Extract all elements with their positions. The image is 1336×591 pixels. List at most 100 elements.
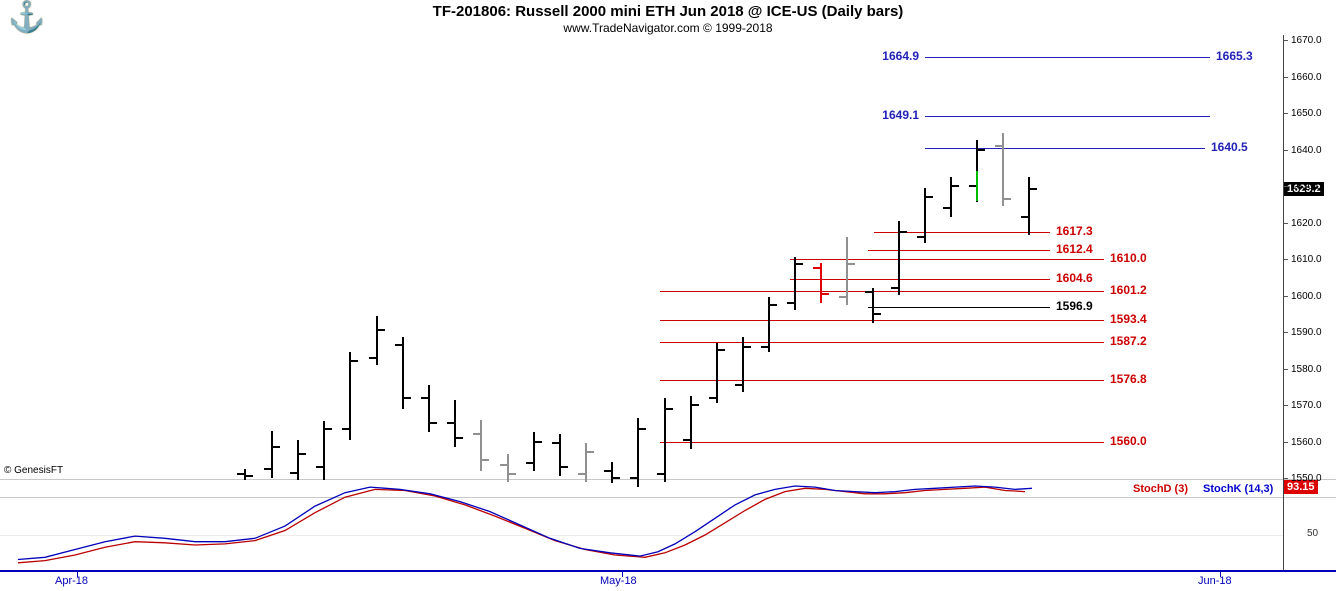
- price-bar: [454, 399, 456, 447]
- price-bar: [690, 395, 692, 449]
- close-tick: [873, 312, 881, 315]
- close-tick: [743, 345, 751, 348]
- price-bar: [1028, 176, 1030, 236]
- price-axis-border: [1283, 35, 1284, 571]
- level-label: 1593.4: [1110, 311, 1147, 326]
- level-line: [660, 441, 1104, 443]
- time-axis-line: [0, 570, 1336, 572]
- level-line: [868, 306, 1050, 308]
- close-tick: [795, 263, 803, 266]
- level-label: 1664.9: [882, 49, 919, 64]
- last-price-badge: 1629.2: [1284, 182, 1324, 196]
- price-axis-tick-label: 1600.0: [1291, 290, 1322, 302]
- close-tick: [377, 329, 385, 332]
- price-axis-tick: [1283, 113, 1288, 114]
- time-axis-label: Jun-18: [1198, 575, 1232, 587]
- close-tick: [1003, 197, 1011, 200]
- level-line: [790, 259, 1104, 260]
- price-bar: [376, 315, 378, 365]
- level-line: [790, 278, 1050, 280]
- close-tick: [612, 477, 620, 479]
- open-tick: [943, 206, 951, 209]
- price-bar: [533, 432, 535, 471]
- close-tick: [691, 404, 699, 406]
- copyright-watermark: © GenesisFT: [4, 465, 64, 476]
- level-label: 1612.4: [1056, 242, 1093, 257]
- open-tick: [839, 296, 847, 299]
- close-tick: [925, 195, 933, 198]
- close-tick: [324, 427, 332, 430]
- price-bar: [507, 454, 509, 482]
- stochk-label: StochK (14,3): [1203, 483, 1274, 495]
- price-axis-tick-label: 1620.0: [1291, 217, 1322, 229]
- close-tick: [977, 148, 985, 151]
- stoch-header-line: [0, 497, 1336, 498]
- price-axis-tick: [1283, 295, 1288, 297]
- open-tick: [473, 433, 481, 436]
- level-line: [868, 250, 1050, 252]
- open-tick: [500, 464, 508, 467]
- close-tick: [899, 230, 907, 233]
- level-line: [660, 319, 1104, 321]
- stochastic-region[interactable]: [0, 479, 1283, 570]
- close-tick: [951, 185, 959, 187]
- price-axis-tick-label: 1670.0: [1291, 35, 1322, 46]
- time-axis-label: May-18: [600, 575, 637, 587]
- price-axis-tick: [1283, 478, 1288, 479]
- open-tick: [395, 343, 403, 346]
- price-axis-tick-label: 1560.0: [1291, 436, 1322, 448]
- close-tick: [769, 303, 777, 306]
- genesisft-logo-icon: ⚓: [8, 1, 46, 34]
- close-tick: [717, 349, 725, 352]
- close-tick: [481, 458, 489, 461]
- price-bar: [271, 430, 273, 478]
- level-label: 1587.2: [1110, 334, 1147, 349]
- close-tick: [429, 422, 437, 425]
- price-axis-tick-label: 1550.0: [1291, 473, 1322, 484]
- level-label: 1596.9: [1056, 298, 1093, 313]
- open-tick: [604, 469, 612, 472]
- level-label: 1640.5: [1211, 139, 1248, 154]
- open-tick: [421, 396, 429, 399]
- level-label: 1617.3: [1056, 224, 1093, 239]
- open-tick: [657, 473, 665, 476]
- open-tick: [969, 185, 977, 187]
- level-line: [660, 291, 1104, 293]
- open-tick: [709, 396, 717, 399]
- time-axis-tick: [622, 572, 623, 577]
- price-axis-tick: [1283, 40, 1288, 41]
- price-bar: [716, 342, 718, 404]
- price-bar: [402, 337, 404, 409]
- close-tick: [821, 292, 829, 295]
- open-tick: [526, 462, 534, 465]
- open-tick: [552, 442, 560, 445]
- open-tick: [630, 477, 638, 479]
- chart-title: TF-201806: Russell 2000 mini ETH Jun 201…: [432, 3, 904, 20]
- price-chart-region[interactable]: [0, 35, 1283, 479]
- level-label: 1610.0: [1110, 251, 1147, 265]
- open-tick: [735, 383, 743, 386]
- price-bar: [559, 434, 561, 477]
- price-bar: [664, 397, 666, 482]
- level-label: 1576.8: [1110, 372, 1147, 387]
- stoch-value-badge: 93.15: [1284, 480, 1318, 494]
- close-tick: [534, 440, 542, 443]
- open-tick: [917, 236, 925, 239]
- level-line: [660, 380, 1104, 382]
- chart-subtitle: www.TradeNavigator.com © 1999-2018: [563, 21, 773, 35]
- price-bar: [846, 237, 848, 305]
- close-tick: [455, 436, 463, 439]
- price-bar: [794, 257, 796, 311]
- level-label: 1649.1: [882, 108, 919, 123]
- price-axis-tick-label: 1610.0: [1291, 254, 1322, 265]
- price-axis-tick-label: 1630.0: [1291, 181, 1322, 192]
- open-tick: [237, 473, 245, 476]
- close-tick: [847, 263, 855, 266]
- close-tick: [638, 427, 646, 430]
- price-bar: [244, 468, 246, 480]
- stoch-mid-gridline: [0, 535, 1283, 536]
- level-label: 1601.2: [1110, 283, 1147, 298]
- stochd-label: StochD (3): [1133, 483, 1188, 495]
- price-axis-tick: [1283, 186, 1288, 187]
